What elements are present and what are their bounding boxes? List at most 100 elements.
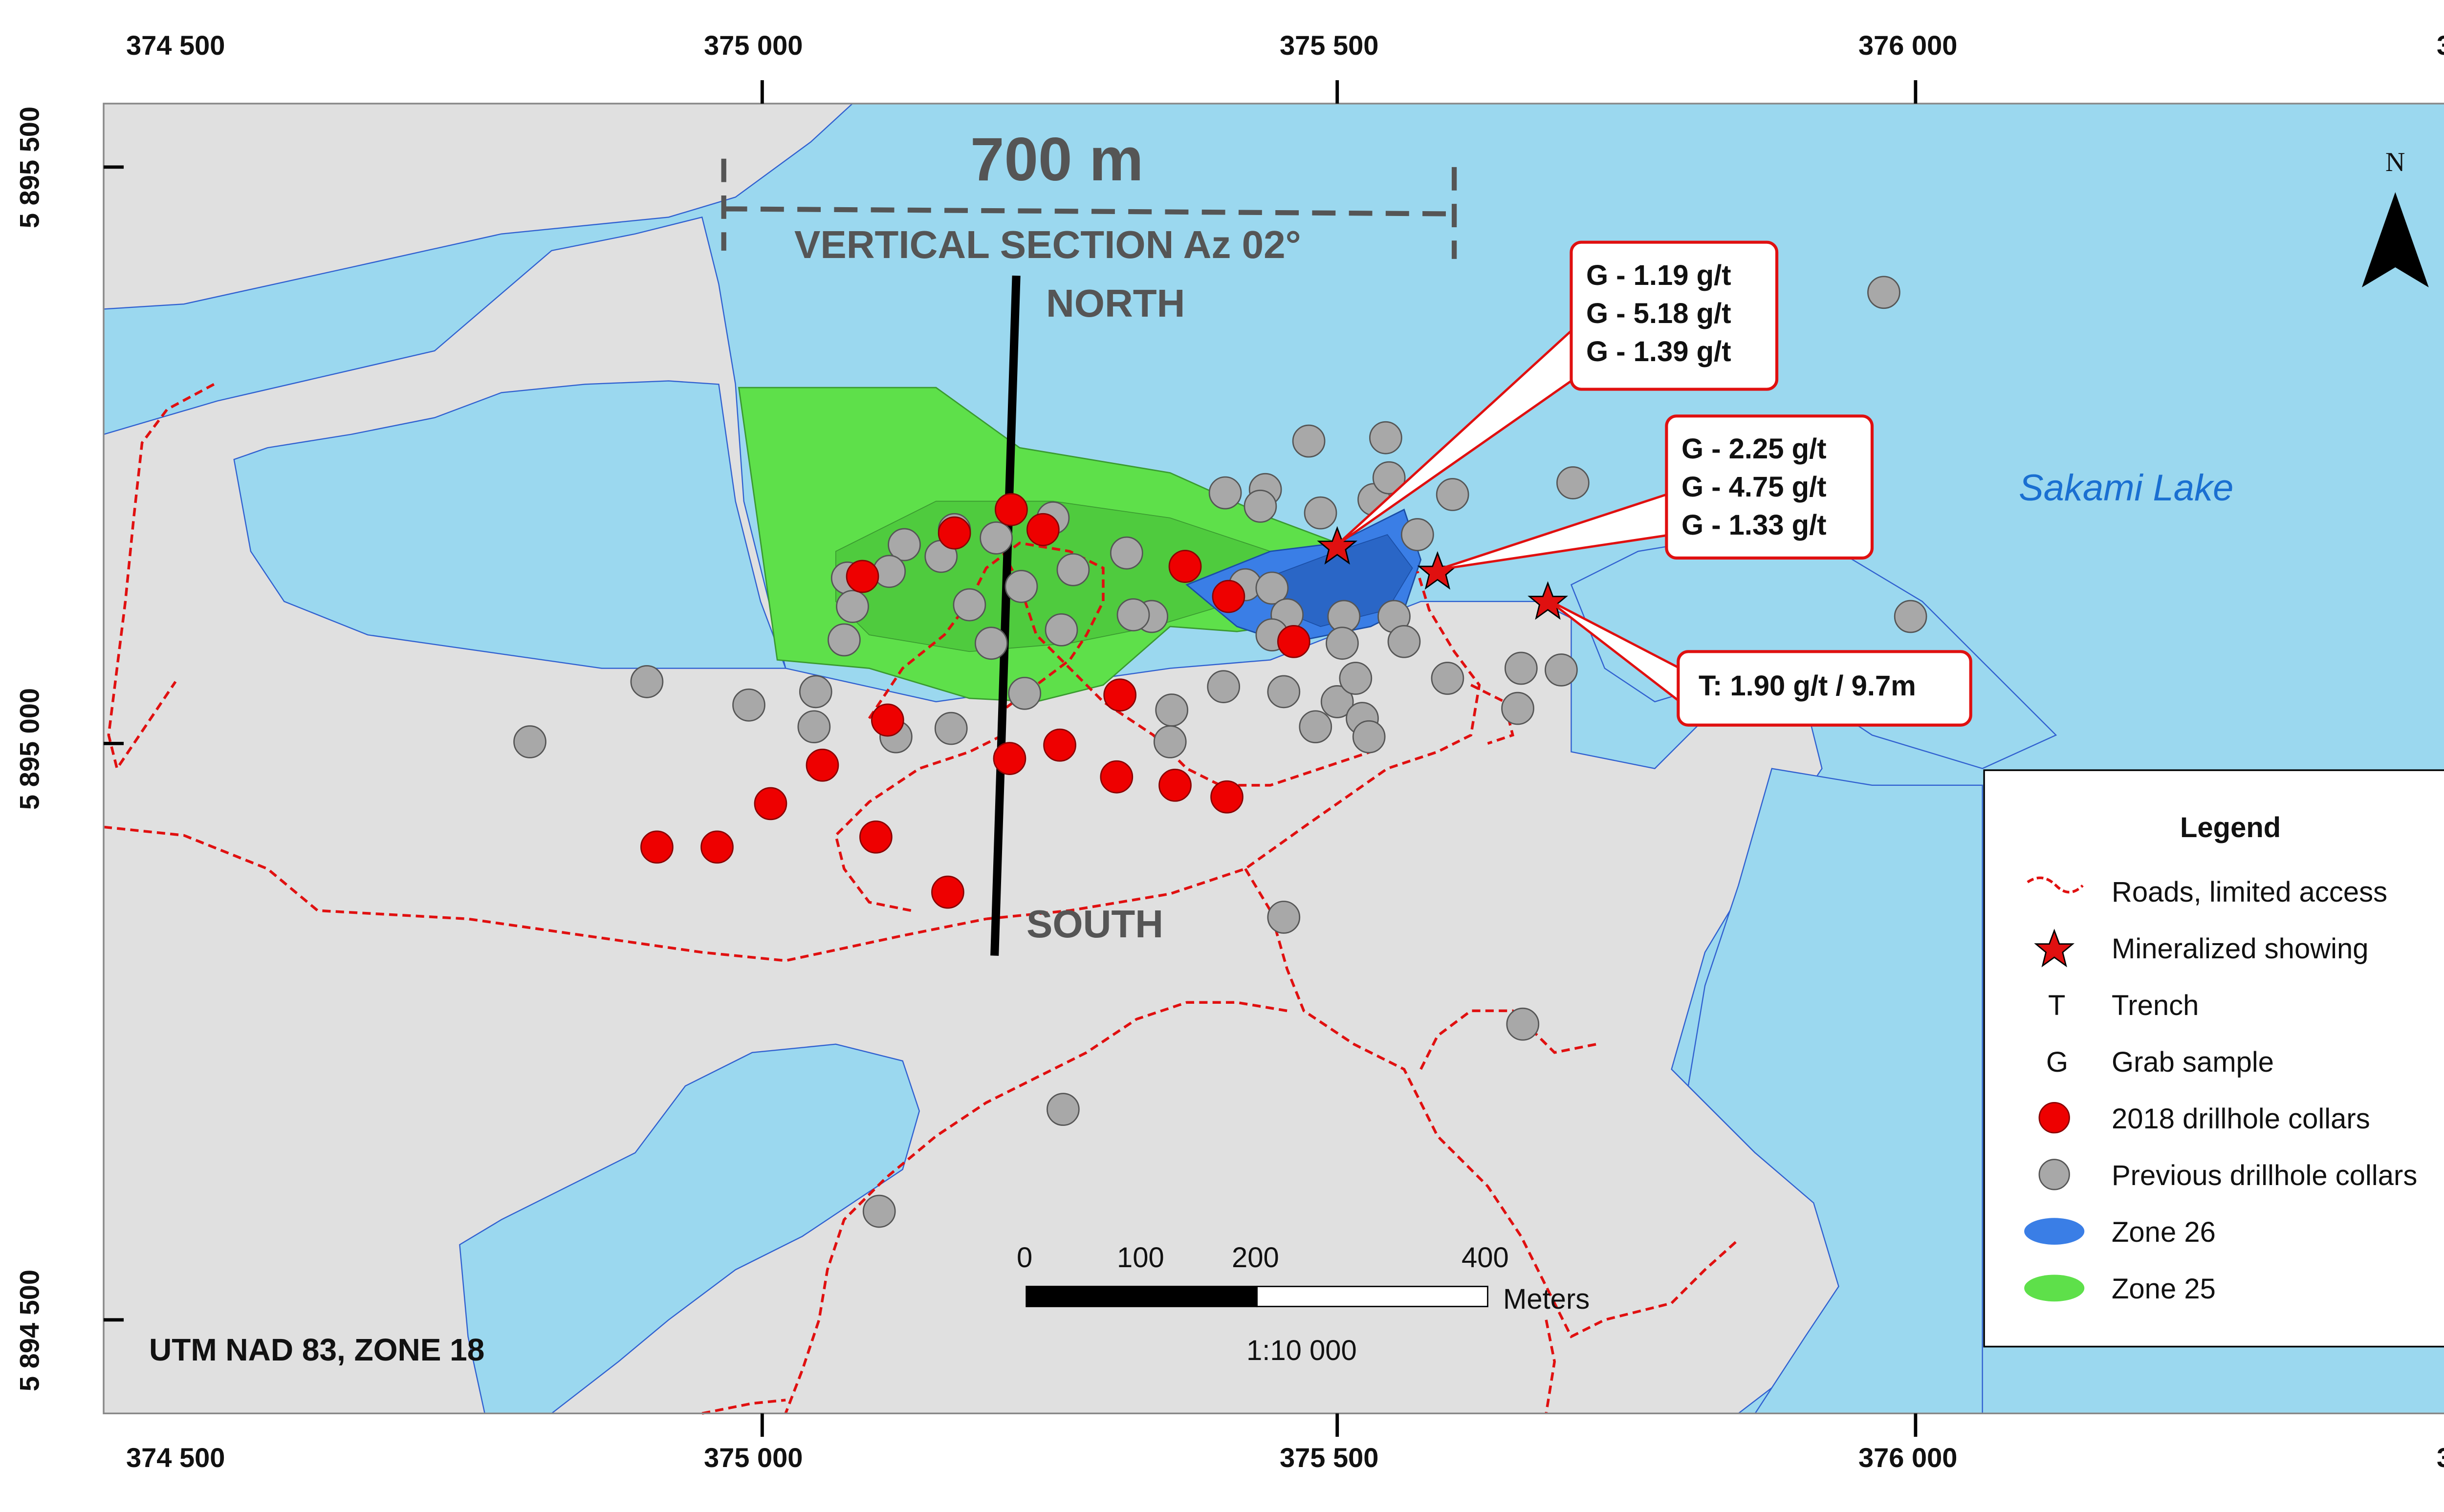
previous-collar-49 <box>1339 662 1373 695</box>
callout-1-line-2: G - 5.18 g/t <box>1586 298 1731 329</box>
collar-2018-17 <box>640 830 674 864</box>
collar-2018-13 <box>1100 760 1134 794</box>
collar-2018-8 <box>1103 678 1137 712</box>
legend-item-grab: Grab sample <box>2112 1046 2274 1078</box>
easting-label-top-3: 375 500 <box>1280 30 1379 61</box>
previous-collar-56 <box>1501 691 1534 725</box>
easting-label-top-4: 376 000 <box>1858 30 1958 61</box>
previous-collar-28 <box>1116 598 1150 631</box>
northing-label-left-2: 5 895 000 <box>14 688 45 810</box>
previous-collar-55 <box>1545 653 1578 687</box>
legend-item-showing: Mineralized showing <box>2112 933 2369 965</box>
previous-collar-10 <box>1556 466 1590 499</box>
previous-collar-47 <box>1267 675 1301 709</box>
legend-item-2018-collars: 2018 drillhole collars <box>2112 1103 2370 1135</box>
easting-label-top-2: 375 000 <box>704 30 803 61</box>
collar-2018-3 <box>1026 513 1060 546</box>
previous-collar-22 <box>953 588 986 622</box>
callout-box-1 <box>1570 240 1779 391</box>
legend-item-trench: Trench <box>2112 990 2199 1021</box>
previous-collar-53 <box>1431 662 1464 695</box>
previous-collar-5 <box>1244 490 1277 523</box>
previous-collar-11 <box>1401 518 1434 551</box>
collar-2018-2 <box>938 516 971 550</box>
easting-label-top-1: 374 500 <box>126 30 225 61</box>
legend-red-dot-icon <box>2038 1102 2070 1134</box>
collar-2018-11 <box>993 742 1026 775</box>
collar-2018-10 <box>806 748 839 782</box>
section-south-label: SOUTH <box>1026 902 1163 946</box>
legend-box <box>1983 769 2444 1348</box>
previous-collar-8 <box>1372 461 1406 495</box>
callout-box-2 <box>1665 414 1874 560</box>
previous-collar-2 <box>1369 421 1402 454</box>
legend-symbol-grab: G <box>2046 1046 2069 1078</box>
previous-collar-57 <box>513 725 546 758</box>
previous-collar-15 <box>888 528 921 562</box>
callout-2-line-3: G - 1.33 g/t <box>1681 509 1827 541</box>
legend-item-roads: Roads, limited access <box>2112 876 2388 908</box>
previous-collar-63 <box>1894 600 1927 633</box>
callout-1-line-3: G - 1.39 g/t <box>1586 336 1731 367</box>
previous-collar-58 <box>1267 901 1301 934</box>
callout-3-line-1: T: 1.90 g/t / 9.7m <box>1699 670 1916 702</box>
callout-box-3 <box>1677 650 1972 727</box>
easting-label-bottom-1: 374 500 <box>126 1442 225 1473</box>
previous-collar-52 <box>1352 720 1386 754</box>
legend-gray-dot-icon <box>2038 1159 2070 1190</box>
collar-2018-16 <box>754 787 787 821</box>
legend-zone25-icon <box>2024 1274 2085 1302</box>
previous-collar-26 <box>1045 613 1078 647</box>
collar-2018-15 <box>1210 780 1244 814</box>
previous-collar-62 <box>1867 276 1900 309</box>
lake-label: Sakami Lake <box>2019 467 2234 509</box>
showing-star-1 <box>1317 526 1358 565</box>
scale-unit: Meters <box>1503 1283 1590 1315</box>
east-lake-channel <box>1687 768 1983 1414</box>
callout-2: G - 2.25 g/t G - 4.75 g/t G - 1.33 g/t <box>1681 430 1827 544</box>
callout-3: T: 1.90 g/t / 9.7m <box>1699 670 1916 702</box>
collar-2018-5 <box>1168 550 1202 583</box>
previous-collar-24 <box>828 623 861 657</box>
previous-collar-19 <box>1056 553 1090 586</box>
section-title: VERTICAL SECTION Az 02° <box>794 223 1301 266</box>
scale-ratio: 1:10 000 <box>1246 1335 1357 1366</box>
collar-2018-20 <box>931 875 964 909</box>
previous-collar-9 <box>1436 478 1469 511</box>
previous-collar-30 <box>1255 571 1289 605</box>
previous-collar-6 <box>1304 496 1337 530</box>
legend-item-previous-collars: Previous drillhole collars <box>2112 1160 2418 1191</box>
easting-label-bottom-2: 375 000 <box>704 1442 803 1473</box>
datum-label: UTM NAD 83, ZONE 18 <box>149 1332 485 1367</box>
previous-collar-45 <box>1153 725 1187 758</box>
previous-collar-1 <box>1292 424 1326 458</box>
legend-zone26-icon <box>2024 1218 2085 1245</box>
previous-collar-20 <box>1110 536 1143 570</box>
callout-2-line-2: G - 4.75 g/t <box>1681 471 1827 503</box>
previous-collar-14 <box>980 521 1013 555</box>
previous-collar-59 <box>1506 1007 1540 1041</box>
collar-2018-18 <box>700 830 734 864</box>
previous-collar-37 <box>630 665 664 698</box>
collar-2018-12 <box>1043 728 1076 762</box>
previous-collar-41 <box>934 712 968 745</box>
previous-collar-54 <box>1505 651 1538 685</box>
map-frame <box>103 103 2444 1415</box>
land-inner-lake-edge <box>233 380 786 669</box>
north-arrow-icon <box>2361 192 2429 288</box>
legend-symbol-trench: T <box>2048 990 2066 1021</box>
collar-2018-1 <box>995 493 1028 526</box>
previous-collar-61 <box>862 1194 896 1228</box>
previous-collar-40 <box>797 710 831 744</box>
previous-collar-38 <box>732 688 765 722</box>
legend-item-zone25: Zone 25 <box>2112 1273 2216 1305</box>
easting-label-bottom-3: 375 500 <box>1280 1442 1379 1473</box>
previous-collar-60 <box>1047 1093 1080 1126</box>
easting-label-bottom-4: 376 000 <box>1858 1442 1958 1473</box>
previous-collar-23 <box>836 590 869 623</box>
legend-road-icon <box>2027 876 2084 894</box>
legend-star-icon <box>2034 929 2075 968</box>
collars-2018 <box>640 493 1310 909</box>
